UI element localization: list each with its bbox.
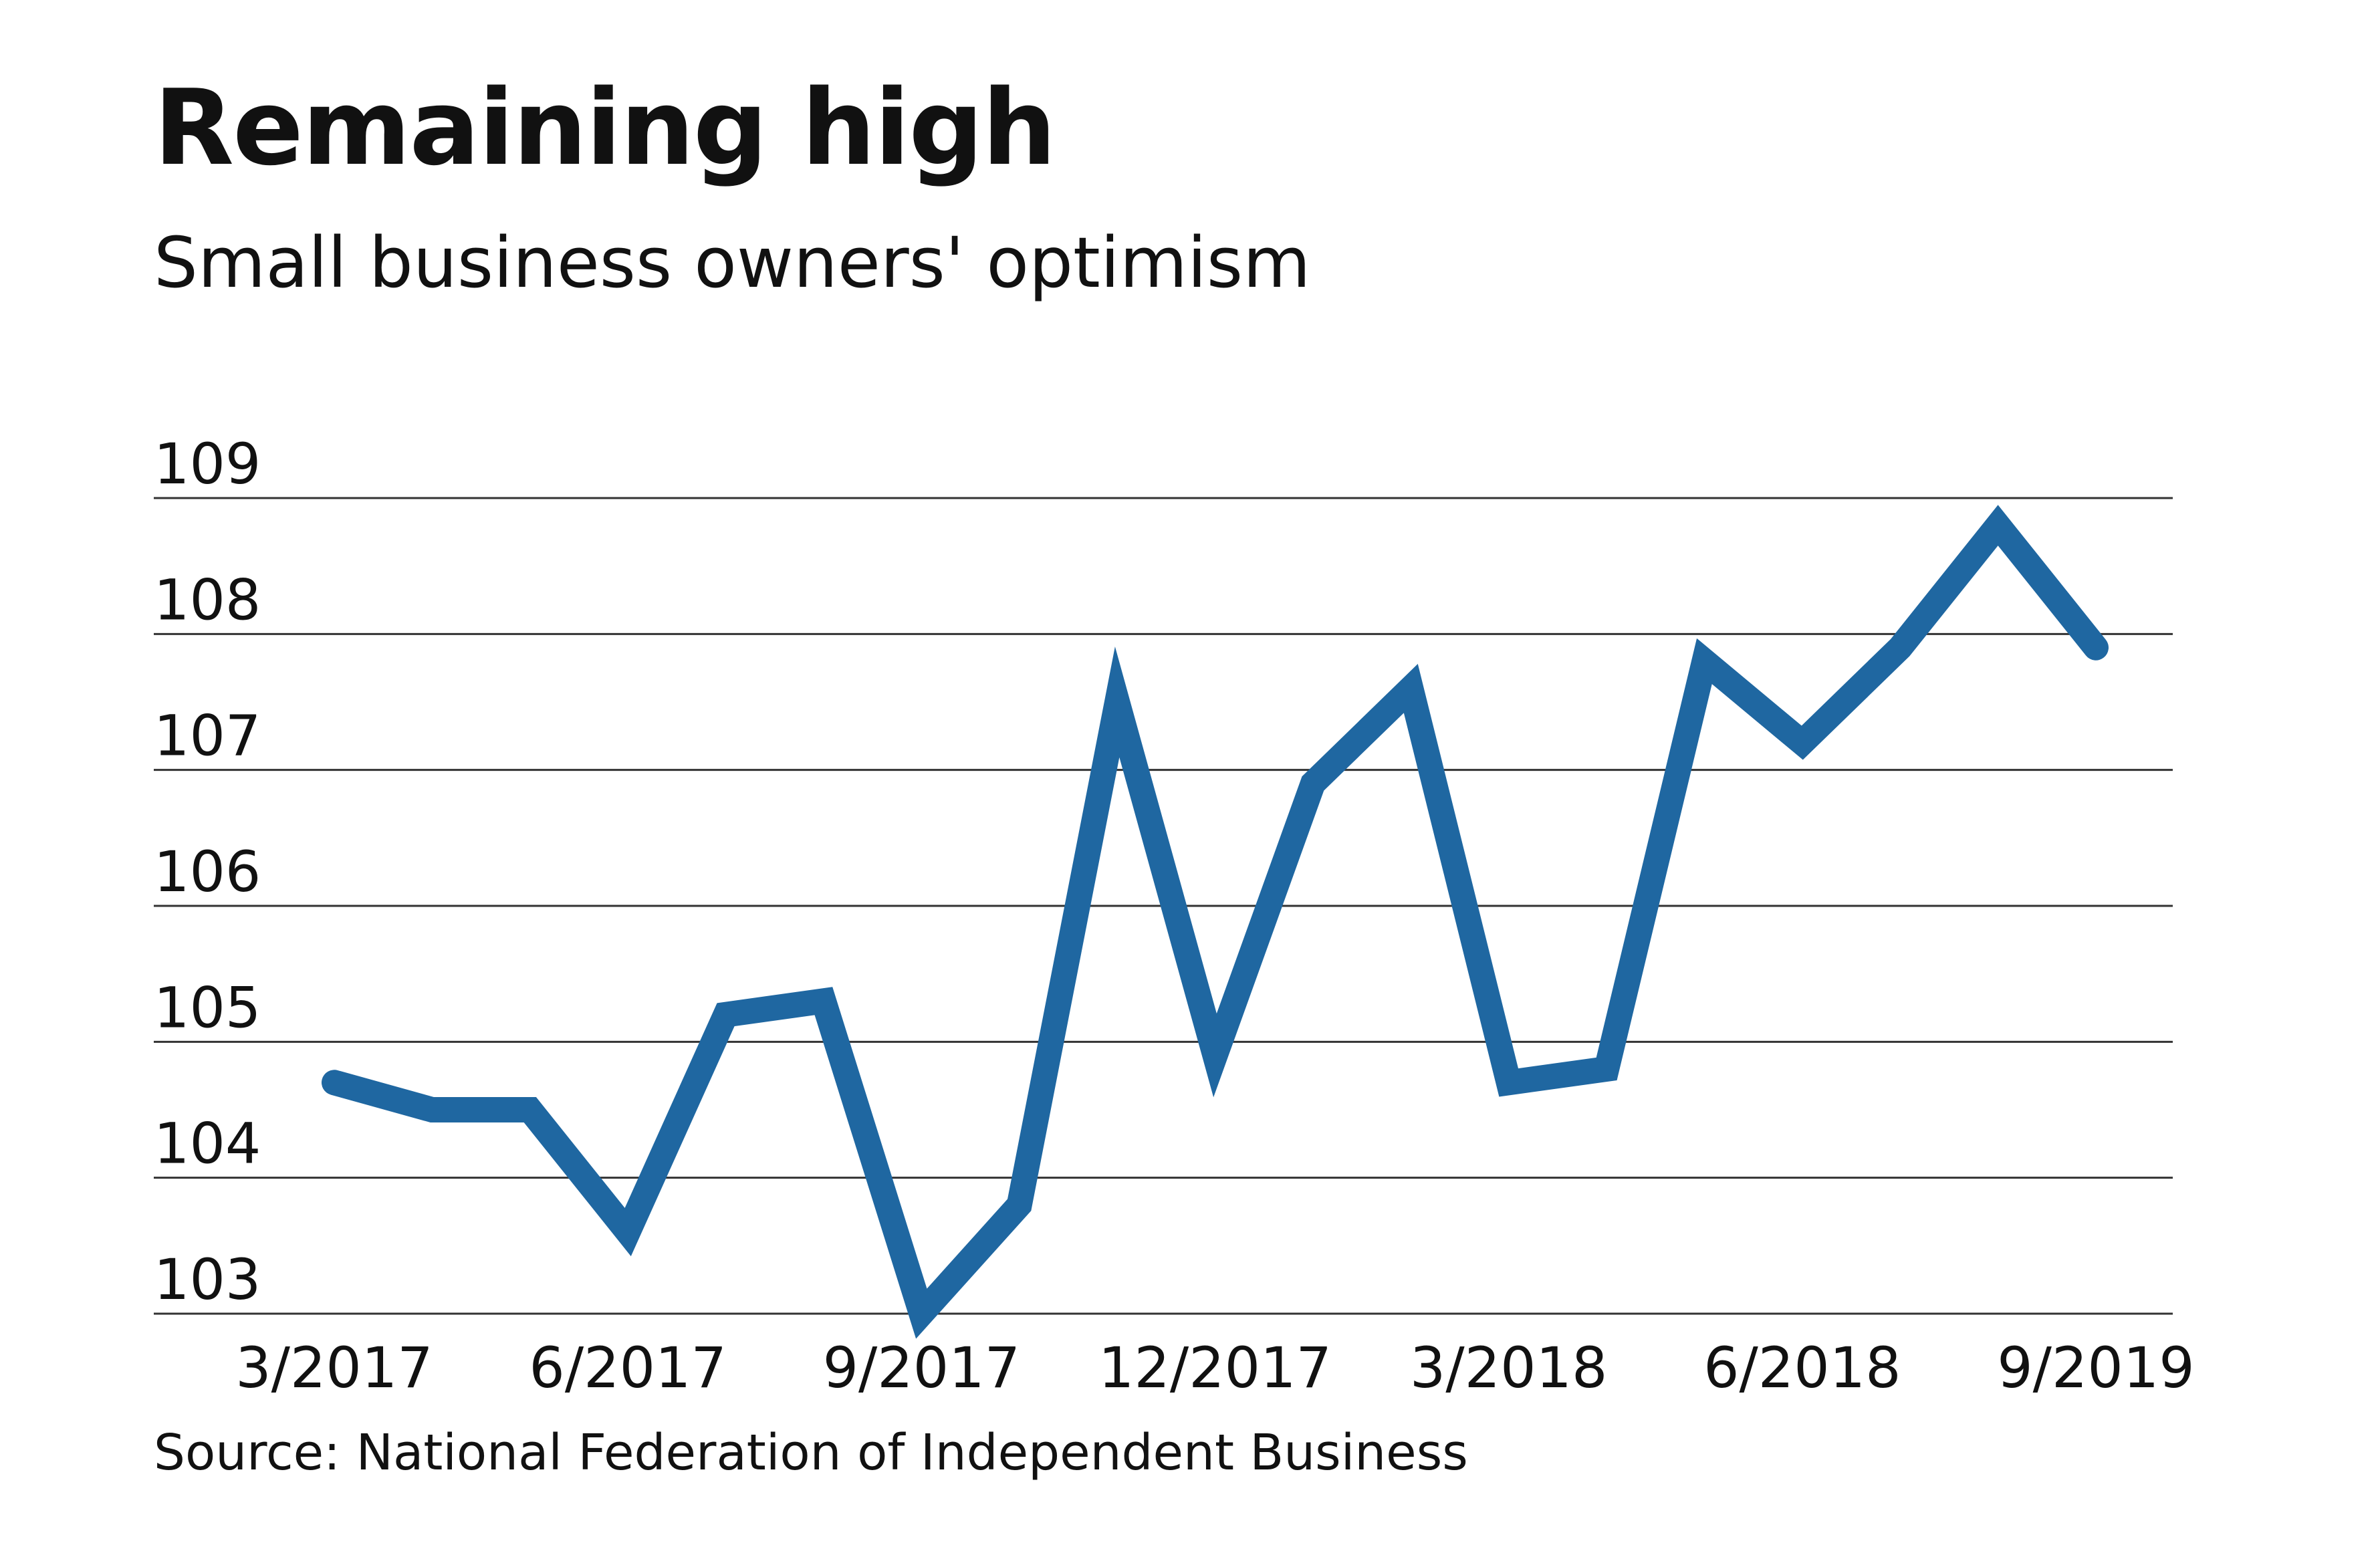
data-point-9 <box>1215 1055 1216 1056</box>
x-tick-label-9-2017: 9/2017 <box>823 1335 1021 1401</box>
data-point-15 <box>1802 742 1803 743</box>
data-point-5 <box>823 1000 824 1001</box>
y-tick-label-107: 107 <box>154 703 261 769</box>
x-tick-label-6-2017: 6/2017 <box>529 1335 727 1401</box>
series-group <box>322 505 2109 1339</box>
y-axis-ticks: 103 104 105 106 107 108 109 <box>154 431 261 1312</box>
x-tick-label-3-2018: 3/2018 <box>1410 1335 1608 1401</box>
x-tick-label-9-2019: 9/2019 <box>1997 1335 2195 1401</box>
data-point-8 <box>1116 701 1118 703</box>
x-tick-label-6-2018: 6/2018 <box>1703 1335 1901 1401</box>
chart-title: Remaining high <box>154 67 1056 189</box>
x-tick-label-12-2017: 12/2017 <box>1098 1335 1332 1401</box>
y-tick-label-106: 106 <box>154 839 261 905</box>
y-tick-label-105: 105 <box>154 975 261 1040</box>
data-point-2 <box>529 1109 531 1110</box>
y-tick-label-109: 109 <box>154 431 261 497</box>
data-point-13 <box>1606 1068 1607 1070</box>
data-point-14 <box>1703 661 1705 662</box>
x-tick-label-3-2017: 3/2017 <box>235 1335 433 1401</box>
data-point-6 <box>921 1313 922 1314</box>
source-note: Source: National Federation of Independe… <box>154 1424 1468 1481</box>
data-point-17 <box>1998 525 1999 526</box>
series-line <box>322 505 2109 1339</box>
y-tick-label-104: 104 <box>154 1111 261 1177</box>
data-point-16 <box>1899 647 1901 648</box>
data-point-11 <box>1410 688 1411 689</box>
data-point-7 <box>1019 1204 1020 1205</box>
chart-subtitle: Small business owners' optimism <box>154 222 1311 304</box>
data-point-3 <box>627 1231 628 1233</box>
grid-lines <box>154 497 2173 1315</box>
data-point-18 <box>2095 647 2097 648</box>
x-axis-ticks: 3/2017 6/2017 9/2017 12/2017 3/2018 6/2018 9/2… <box>235 1335 2195 1401</box>
data-point-1 <box>431 1109 433 1110</box>
y-tick-label-103: 103 <box>154 1247 261 1312</box>
data-point-0 <box>334 1082 335 1083</box>
y-tick-label-108: 108 <box>154 567 261 632</box>
data-point-10 <box>1312 783 1314 784</box>
data-point-12 <box>1508 1082 1510 1083</box>
data-point-4 <box>725 1014 727 1016</box>
